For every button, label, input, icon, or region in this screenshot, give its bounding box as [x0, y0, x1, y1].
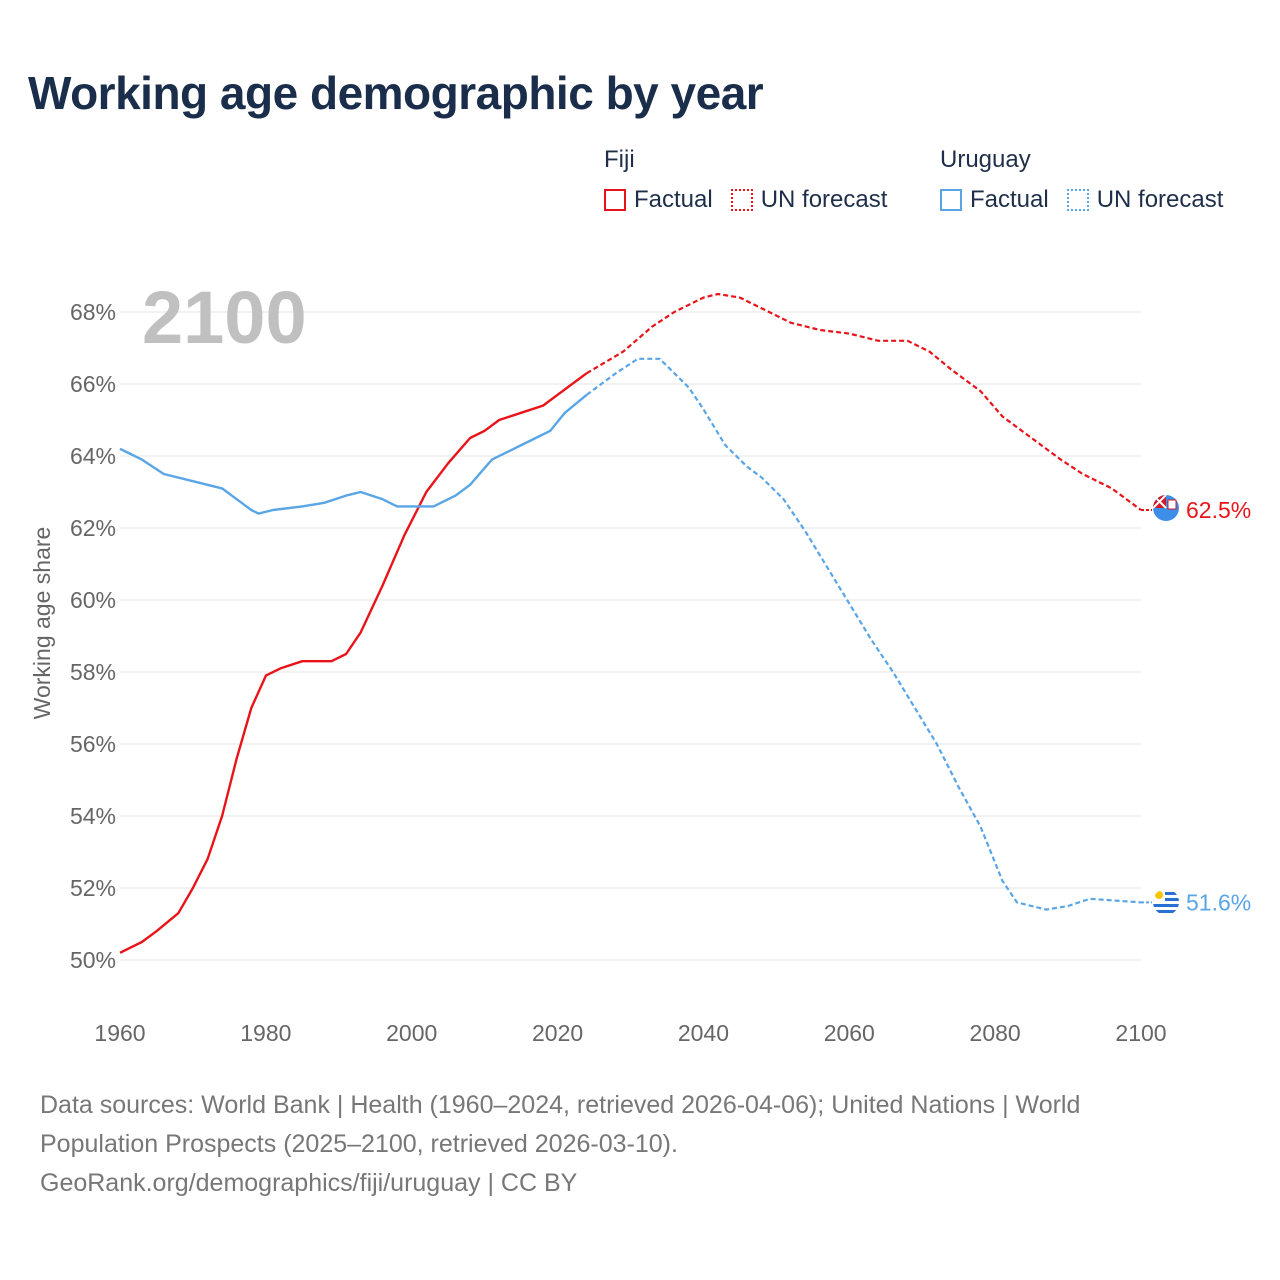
y-axis-ticks: 50% 52% 54% 56% 58% 60% 62% 64% 66% 68%: [70, 299, 116, 973]
legend-item-fiji-factual[interactable]: Factual: [604, 186, 713, 214]
y-tick-label: 50%: [70, 947, 116, 973]
series-line-uruguay-forecast: [586, 357, 1142, 911]
series-end-label-uruguay: 51.6%: [1186, 889, 1251, 915]
legend-swatch-fiji-forecast: [730, 189, 753, 211]
year-watermark: 2100: [142, 276, 307, 359]
legend-item-uruguay-forecast[interactable]: UN forecast: [1066, 186, 1224, 214]
y-tick-label: 64%: [70, 443, 116, 469]
chart-title: Working age demographic by year: [28, 67, 764, 119]
y-axis-label: Working age share: [29, 527, 55, 720]
legend-country-uruguay: Uruguay: [940, 146, 1031, 173]
uruguay-flag-icon: [1153, 889, 1179, 915]
legend-label-fiji-forecast: UN forecast: [760, 186, 888, 213]
x-tick-label: 1980: [240, 1020, 291, 1046]
x-tick-label: 2020: [532, 1020, 583, 1046]
x-tick-label: 2060: [824, 1020, 875, 1046]
legend-label-uruguay-forecast: UN forecast: [1096, 186, 1224, 213]
x-axis-ticks: 1960 1980 2000 2020 2040 2060 2080 2100: [94, 1020, 1166, 1046]
legend-country-fiji: Fiji: [604, 146, 635, 173]
y-tick-label: 62%: [70, 515, 116, 541]
data-sources-text: Data sources: World Bank | Health (1960–…: [40, 1091, 1081, 1158]
y-tick-label: 66%: [70, 371, 116, 397]
series-lines: 62.5% 51.6%: [119, 292, 1251, 954]
x-tick-label: 1960: [94, 1020, 145, 1046]
legend-swatch-uruguay-forecast: [1066, 189, 1089, 211]
line-chart: 2100 50% 52% 54% 56% 58% 60% 62% 64% 66% 68% 1960…: [29, 276, 1251, 1046]
y-tick-label: 60%: [70, 587, 116, 613]
legend-swatch-uruguay-factual: [940, 189, 962, 211]
x-tick-label: 2000: [386, 1020, 437, 1046]
footer: Data sources: World Bank | Health (1960–…: [40, 1086, 1160, 1203]
x-tick-label: 2040: [678, 1020, 729, 1046]
legend-item-fiji-forecast[interactable]: UN forecast: [730, 186, 888, 214]
series-end-label-fiji: 62.5%: [1186, 497, 1251, 523]
legend-item-uruguay-factual[interactable]: Factual: [940, 186, 1049, 214]
y-tick-label: 54%: [70, 803, 116, 829]
x-tick-label: 2080: [970, 1020, 1021, 1046]
y-tick-label: 58%: [70, 659, 116, 685]
y-tick-label: 52%: [70, 875, 116, 901]
legend-group-uruguay: Uruguay Factual UN forecast: [940, 146, 1223, 214]
y-tick-label: 56%: [70, 731, 116, 757]
fiji-flag-icon: [1153, 495, 1179, 521]
grid-lines: [120, 311, 1141, 961]
series-line-fiji-forecast: [586, 292, 1142, 511]
y-tick-label: 68%: [70, 299, 116, 325]
legend-label-fiji-factual: Factual: [634, 186, 713, 213]
series-line-fiji-factual: [119, 372, 588, 954]
legend-swatch-fiji-factual: [604, 189, 626, 211]
legend-group-fiji: Fiji Factual UN forecast: [604, 146, 905, 214]
credit-link[interactable]: GeoRank.org/demographics/fiji/uruguay | …: [40, 1169, 578, 1197]
x-tick-label: 2100: [1115, 1020, 1166, 1046]
series-line-uruguay-factual: [119, 393, 588, 515]
legend-label-uruguay-factual: Factual: [970, 186, 1049, 213]
